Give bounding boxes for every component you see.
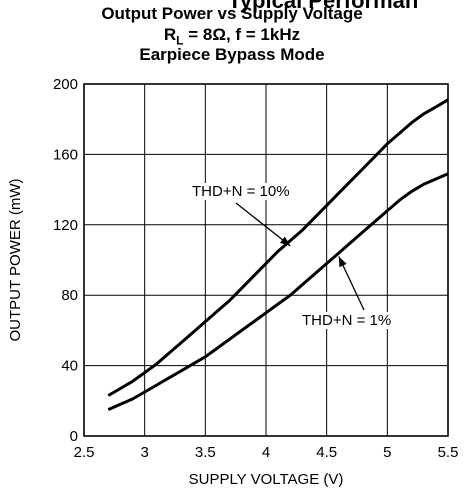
y-tick-label: 200 — [53, 76, 78, 93]
page-header: Typical Performan — [228, 0, 419, 13]
annotation-arrowhead-0 — [279, 236, 291, 246]
annotation-arrow-0 — [235, 202, 291, 247]
chart-conditions-r: R — [163, 25, 177, 44]
x-axis-label: SUPPLY VOLTAGE (V) — [189, 471, 344, 488]
y-tick-label: 40 — [61, 358, 78, 375]
annotation-bg-0 — [190, 183, 292, 200]
x-tick-label: 3.5 — [195, 444, 216, 461]
series-layer — [107, 98, 449, 411]
chart-mode: Earpiece Bypass Mode — [139, 45, 325, 64]
x-tick-label: 5 — [383, 444, 391, 461]
x-tick-label: 2.5 — [74, 444, 95, 461]
y-tick-label: 120 — [53, 217, 78, 234]
x-tick-label: 3 — [140, 444, 148, 461]
chart-title: Output Power vs Supply Voltage — [101, 4, 363, 23]
y-axis-label: OUTPUT POWER (mW) — [7, 178, 24, 341]
annotation-arrowhead-1 — [338, 256, 347, 268]
series-line-thd-1pct — [107, 172, 449, 411]
series-line-thd-10pct — [107, 98, 449, 397]
tick-labels: 2.5 3 3.5 4 4.5 5 5.5 0 40 80 120 160 200 — [53, 76, 458, 461]
x-tick-label: 4 — [262, 444, 270, 461]
annotation-label-1: THD+N = 1% — [302, 312, 391, 329]
annotation-label-0: THD+N = 10% — [192, 183, 290, 200]
x-tick-label: 4.5 — [316, 444, 337, 461]
annotation-bg-1 — [300, 312, 394, 329]
chart-conditions-subscript: L — [176, 33, 184, 48]
x-tick-label: 5.5 — [438, 444, 459, 461]
annotations: THD+N = 10% THD+N = 1% — [190, 183, 394, 329]
y-tick-label: 160 — [53, 146, 78, 163]
y-tick-label: 0 — [70, 428, 78, 445]
chart-conditions-rest: = 8Ω, f = 1kHz — [183, 25, 301, 44]
plot-frame — [83, 83, 449, 437]
y-tick-label: 80 — [61, 287, 78, 304]
chart-conditions: RL = 8Ω, f = 1kHz — [0, 25, 464, 47]
